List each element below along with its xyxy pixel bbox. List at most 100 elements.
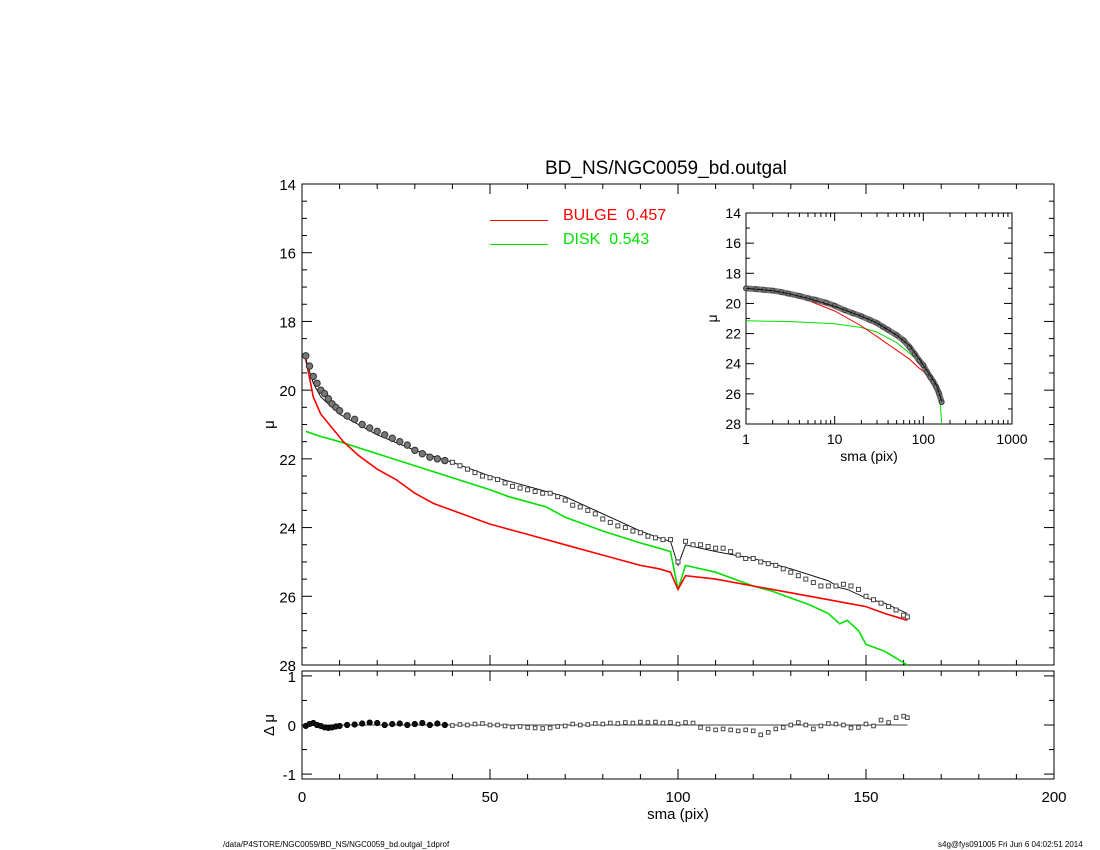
- data-point: [562, 497, 568, 503]
- data-point: [705, 543, 711, 549]
- data-point: [690, 542, 696, 548]
- y-tick-label: 16: [279, 246, 296, 263]
- residual-point: [434, 720, 441, 727]
- residual-point: [585, 722, 591, 727]
- data-point: [667, 537, 673, 543]
- residual-point: [419, 719, 426, 727]
- data-point: [449, 459, 455, 465]
- residual-point: [389, 720, 396, 728]
- data-point: [555, 494, 561, 500]
- data-point: [433, 455, 442, 463]
- data-point: [886, 604, 892, 610]
- residual-point: [660, 720, 666, 726]
- data-point: [607, 519, 613, 525]
- data-point: [803, 576, 809, 582]
- data-point: [302, 352, 310, 360]
- residual-point: [577, 722, 583, 728]
- inset-x-tick-label: 1000: [996, 431, 1027, 447]
- data-point: [305, 362, 314, 370]
- residual-point: [765, 730, 771, 735]
- data-point: [365, 424, 374, 432]
- inset-y-tick-label: 26: [725, 386, 741, 402]
- residual-point: [796, 720, 801, 725]
- residual-point: [502, 723, 508, 729]
- inset-y-tick-label: 16: [725, 235, 741, 251]
- data-point: [350, 415, 359, 424]
- data-point: [675, 559, 681, 565]
- residual-point: [525, 725, 530, 730]
- data-point: [615, 523, 621, 529]
- data-point: [426, 453, 434, 461]
- data-point: [622, 525, 628, 531]
- footer-filepath: /data/P4STORE/NGC0059/BD_NS/NGC0059_bd.o…: [223, 840, 450, 849]
- data-point: [532, 488, 538, 494]
- residual-point: [396, 720, 403, 727]
- inset-model-line: [745, 288, 943, 402]
- residual-point: [653, 719, 658, 725]
- footer-timestamp: s4g@fys091005 Fri Jun 6 04:02:51 2014: [938, 840, 1083, 849]
- data-point: [525, 487, 531, 493]
- y-tick-label: 14: [279, 177, 296, 194]
- data-point: [313, 379, 321, 387]
- data-point: [743, 555, 749, 561]
- residual-point: [555, 724, 560, 729]
- inset-y-tick-label: 14: [725, 205, 741, 221]
- data-point: [577, 504, 583, 510]
- data-point: [863, 593, 869, 599]
- data-point: [592, 511, 598, 517]
- residual-point: [351, 721, 358, 728]
- residual-point: [570, 721, 576, 727]
- data-point: [848, 583, 854, 589]
- residual-y-tick-label: -1: [283, 767, 296, 784]
- residual-point: [878, 717, 884, 723]
- residual-point: [404, 721, 411, 729]
- data-point: [547, 490, 553, 496]
- residual-point: [826, 721, 831, 726]
- inset-data-point: [916, 357, 923, 364]
- legend-bulge-name: BULGE: [563, 207, 618, 224]
- residual-point: [374, 719, 381, 727]
- residual-point: [743, 727, 748, 733]
- data-point: [795, 573, 801, 579]
- residual-point: [510, 724, 515, 730]
- data-point: [457, 463, 463, 469]
- data-point: [487, 475, 493, 481]
- data-point: [637, 530, 643, 536]
- data-point: [810, 580, 816, 586]
- residual-point: [366, 719, 373, 726]
- data-point: [517, 485, 523, 491]
- residual-point: [495, 722, 500, 728]
- inset-data-point: [927, 374, 934, 381]
- data-point: [381, 431, 389, 439]
- legend-bulge-label: BULGE 0.457: [563, 207, 666, 225]
- data-point: [871, 597, 877, 603]
- x-tick-label: 150: [853, 789, 878, 806]
- disk-line: [305, 430, 908, 666]
- y-tick-label: 20: [279, 383, 296, 400]
- residual-point: [457, 722, 463, 727]
- residual-point: [705, 726, 711, 732]
- y-tick-label: 28: [279, 658, 296, 675]
- bulge-line: [305, 359, 908, 622]
- data-point: [833, 583, 839, 589]
- inset-plot-frame: [745, 212, 1013, 425]
- residual-point: [450, 723, 455, 728]
- residual-point: [818, 723, 824, 729]
- data-point: [818, 583, 824, 589]
- data-point: [630, 528, 636, 534]
- residual-point: [720, 726, 726, 732]
- residual-point: [886, 720, 891, 725]
- inset-panel: 14 16 18 20 22 24 26 281 10 100 1000 sma (pix) μ: [704, 205, 1028, 464]
- data-point: [479, 473, 485, 479]
- y-tick-label: 24: [279, 521, 296, 538]
- residual-point: [487, 722, 493, 728]
- data-point: [713, 545, 719, 551]
- inset-data-point: [938, 399, 945, 405]
- data-point: [396, 437, 404, 446]
- data-point: [324, 395, 333, 403]
- data-point: [441, 456, 449, 465]
- residual-point: [547, 725, 553, 731]
- residual-point: [690, 720, 696, 726]
- data-point: [720, 545, 726, 551]
